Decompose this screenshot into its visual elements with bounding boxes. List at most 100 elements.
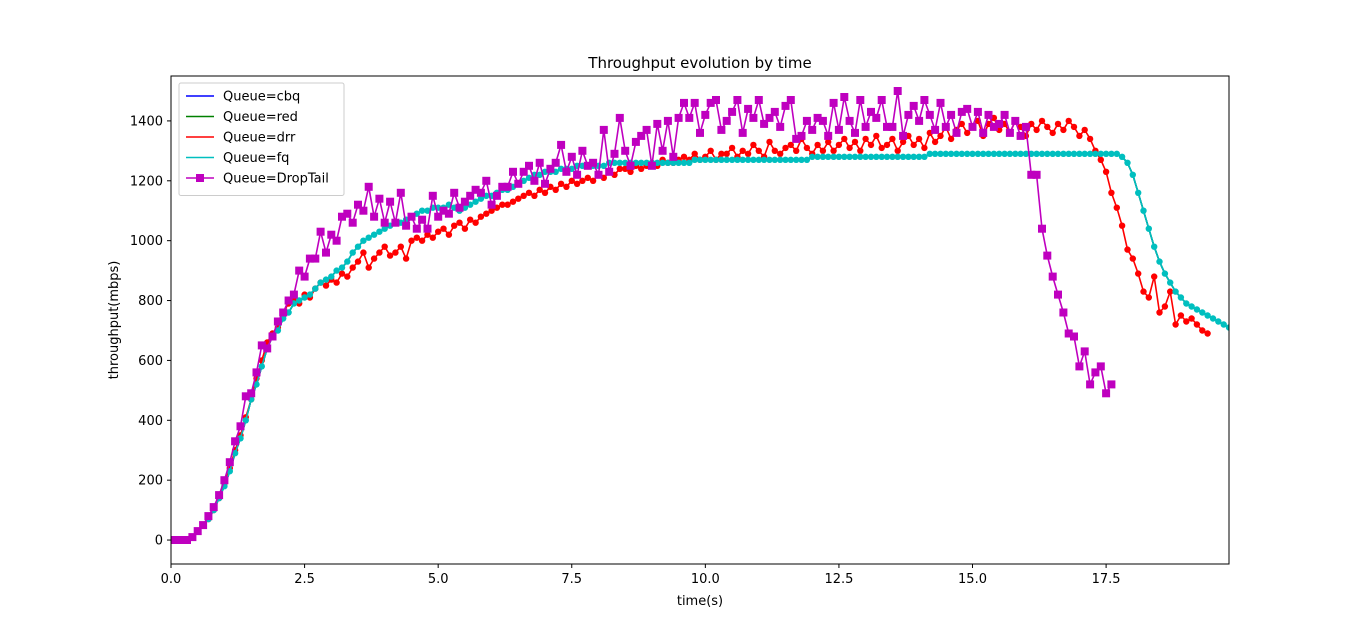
data-point xyxy=(381,243,388,250)
data-point xyxy=(349,264,356,271)
data-point xyxy=(231,437,240,446)
data-point xyxy=(1124,159,1131,166)
data-point xyxy=(947,110,956,119)
data-point xyxy=(680,159,688,166)
x-tick-label: 10.0 xyxy=(691,572,720,587)
data-point xyxy=(1022,150,1030,157)
data-point xyxy=(1086,150,1094,157)
data-point xyxy=(1012,150,1019,157)
data-point xyxy=(867,141,875,149)
data-point xyxy=(1001,150,1008,157)
data-point xyxy=(771,147,778,154)
data-point xyxy=(402,221,411,230)
series-layer xyxy=(171,87,1229,544)
data-point xyxy=(231,450,239,457)
data-point xyxy=(1177,312,1185,319)
data-point xyxy=(1140,288,1147,295)
chart-title: Throughput evolution by time xyxy=(587,54,811,72)
data-point xyxy=(412,224,421,233)
data-point xyxy=(819,147,827,154)
data-point xyxy=(1043,251,1052,260)
data-point xyxy=(690,98,699,107)
data-point xyxy=(311,254,320,263)
data-point xyxy=(360,249,367,256)
data-point xyxy=(381,225,388,232)
data-point xyxy=(380,218,389,227)
data-point xyxy=(375,194,384,203)
series-line xyxy=(171,153,1229,541)
data-point xyxy=(931,138,939,146)
data-point xyxy=(830,153,837,160)
data-point xyxy=(225,458,234,467)
legend-label: Queue=red xyxy=(223,110,298,125)
data-point xyxy=(365,264,372,271)
data-point xyxy=(964,150,971,157)
data-point xyxy=(621,146,630,155)
data-point xyxy=(733,96,742,104)
data-point xyxy=(578,146,587,155)
data-point xyxy=(616,159,623,166)
data-point xyxy=(675,159,682,166)
x-tick-label: 2.5 xyxy=(294,572,315,587)
data-point xyxy=(889,153,896,160)
data-point xyxy=(857,147,864,154)
y-tick-label: 400 xyxy=(138,414,163,429)
data-point xyxy=(1060,126,1067,134)
data-point xyxy=(370,231,378,238)
data-point xyxy=(1080,347,1089,356)
legend-entry: Queue=drr xyxy=(186,131,296,146)
data-point xyxy=(712,96,720,104)
data-point xyxy=(996,150,1003,157)
data-point xyxy=(1033,126,1040,134)
data-point xyxy=(349,249,356,256)
data-point xyxy=(931,150,939,157)
data-point xyxy=(1188,315,1195,322)
data-point xyxy=(760,119,769,128)
data-point xyxy=(638,159,645,166)
data-point xyxy=(322,282,330,289)
data-point xyxy=(1044,150,1051,157)
data-point xyxy=(909,101,918,110)
series-droptail xyxy=(171,87,1116,544)
data-point xyxy=(1096,362,1105,371)
data-point xyxy=(199,521,208,530)
data-point xyxy=(594,170,603,179)
data-point xyxy=(568,177,575,184)
data-point xyxy=(541,179,549,188)
data-point xyxy=(515,195,522,202)
data-point xyxy=(492,191,501,200)
data-point xyxy=(610,149,619,158)
data-point xyxy=(376,249,383,256)
data-point xyxy=(514,179,523,188)
data-point xyxy=(338,270,346,277)
data-point xyxy=(670,159,677,166)
data-point xyxy=(798,156,805,163)
legend-entry: Queue=DropTail xyxy=(186,172,329,187)
data-point xyxy=(300,272,309,281)
data-point xyxy=(899,131,908,140)
data-point xyxy=(786,96,795,104)
data-point xyxy=(1225,324,1229,331)
data-point xyxy=(1064,329,1073,338)
data-point xyxy=(429,234,436,241)
data-point xyxy=(893,87,902,95)
data-point xyxy=(990,150,998,157)
data-point xyxy=(183,536,191,544)
data-point xyxy=(899,138,907,146)
data-point xyxy=(1204,312,1211,319)
data-point xyxy=(332,236,341,245)
data-point xyxy=(776,122,785,131)
data-point xyxy=(1204,330,1211,337)
data-point xyxy=(477,213,485,220)
data-point xyxy=(1151,273,1158,280)
data-point xyxy=(771,156,778,163)
data-point xyxy=(829,98,838,107)
data-point xyxy=(1209,315,1217,322)
data-point xyxy=(941,122,950,131)
data-point xyxy=(861,122,870,131)
data-point xyxy=(857,153,864,160)
data-point xyxy=(802,116,811,125)
data-point xyxy=(1070,332,1078,341)
data-point xyxy=(488,207,495,214)
